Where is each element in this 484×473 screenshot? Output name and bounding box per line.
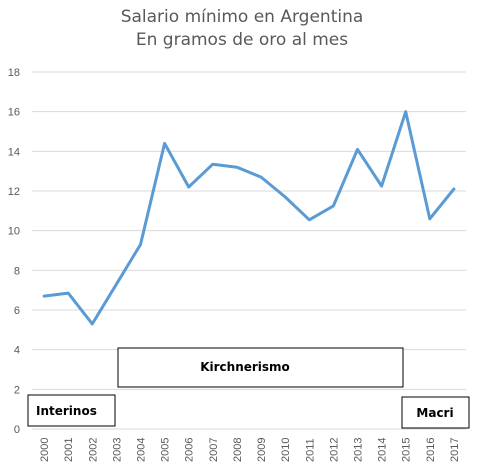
y-tick-label: 0	[14, 424, 20, 436]
x-tick-label: 2009	[256, 438, 268, 462]
y-tick-label: 18	[8, 67, 20, 79]
series-line	[42, 110, 456, 326]
series-layer	[42, 110, 456, 326]
y-tick-label: 10	[8, 226, 20, 238]
annotation-box	[401, 396, 470, 429]
x-tick-label: 2008	[232, 438, 244, 462]
x-tick-label: 2011	[304, 438, 316, 462]
x-tick-label: 2015	[401, 438, 413, 462]
y-tick-label: 2	[14, 384, 20, 396]
chart-title: Salario mínimo en Argentina	[121, 7, 364, 27]
x-tick-label: 2016	[425, 438, 437, 462]
y-tick-label: 12	[8, 186, 20, 198]
y-tick-label: 4	[14, 345, 20, 357]
annotation-label: Kirchnerismo	[200, 360, 290, 374]
x-axis-tick-labels: 2000 2001 2002 2003 2004 2005 2006 2007 2008 2009…	[39, 438, 461, 462]
x-tick-label: 2006	[184, 438, 196, 462]
y-tick-label: 14	[8, 146, 20, 158]
x-tick-label: 2014	[377, 438, 389, 462]
y-tick-label: 6	[14, 305, 20, 317]
x-tick-label: 2003	[111, 438, 123, 462]
x-tick-label: 2013	[353, 438, 365, 462]
annotation-box	[117, 347, 404, 388]
x-tick-label: 2005	[160, 438, 172, 462]
annotation-label: Macri	[416, 406, 453, 420]
x-tick-label: 2002	[87, 438, 99, 462]
annotation-box	[27, 394, 116, 427]
chart-subtitle: En gramos de oro al mes	[136, 30, 348, 50]
y-tick-label: 8	[14, 265, 20, 277]
x-tick-label: 2001	[63, 438, 75, 462]
x-tick-label: 2007	[208, 438, 220, 462]
gridlines	[32, 71, 466, 430]
period-annotations: Interinos Kirchnerismo Macri	[27, 347, 470, 429]
x-tick-label: 2000	[39, 438, 51, 462]
annotation-label: Interinos	[36, 404, 97, 418]
x-tick-label: 2010	[280, 438, 292, 462]
x-tick-label: 2004	[136, 438, 148, 462]
x-tick-label: 2012	[328, 438, 340, 462]
y-tick-label: 16	[8, 107, 20, 119]
x-tick-label: 2017	[449, 438, 461, 462]
y-axis-tick-labels: 0 2 4 6 8 10 12 14 16 18	[8, 67, 20, 436]
